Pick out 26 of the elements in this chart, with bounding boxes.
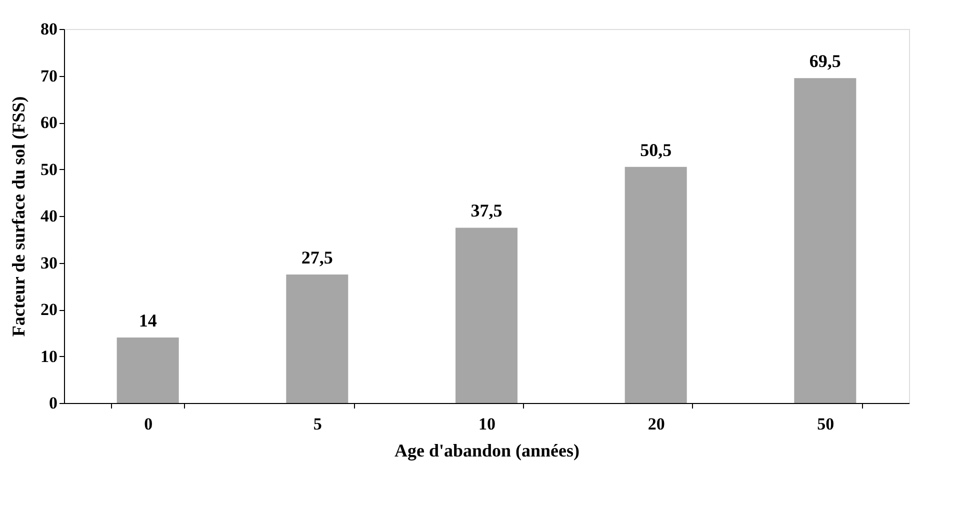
data-label: 37,5 bbox=[470, 200, 502, 221]
y-axis-title: Facteur de surface du sol (FSS) bbox=[8, 96, 28, 337]
y-tick-label: 30 bbox=[40, 253, 58, 272]
data-label: 27,5 bbox=[301, 247, 333, 268]
x-axis-title: Age d'abandon (années) bbox=[394, 440, 580, 460]
x-tick-label: 20 bbox=[648, 414, 665, 434]
x-tick-label: 0 bbox=[144, 414, 153, 434]
data-label: 50,5 bbox=[640, 140, 672, 160]
x-tick-label: 50 bbox=[817, 414, 834, 434]
bar bbox=[624, 166, 687, 403]
y-tick-label: 80 bbox=[40, 20, 58, 38]
y-tick-label: 70 bbox=[40, 66, 58, 86]
y-tick-label: 0 bbox=[49, 394, 58, 412]
y-tick-label: 60 bbox=[40, 113, 58, 132]
y-tick-label: 40 bbox=[40, 206, 58, 226]
x-tick-label: 10 bbox=[478, 414, 496, 434]
bar bbox=[456, 228, 518, 403]
bar bbox=[116, 338, 179, 403]
data-label: 14 bbox=[138, 310, 157, 331]
x-tick-label: 5 bbox=[313, 414, 322, 434]
y-tick-label: 50 bbox=[40, 160, 58, 179]
data-label: 69,5 bbox=[809, 51, 841, 72]
y-tick-label: 20 bbox=[40, 300, 58, 319]
y-tick-label: 10 bbox=[40, 346, 58, 366]
bar bbox=[286, 274, 348, 403]
bar bbox=[794, 78, 856, 403]
